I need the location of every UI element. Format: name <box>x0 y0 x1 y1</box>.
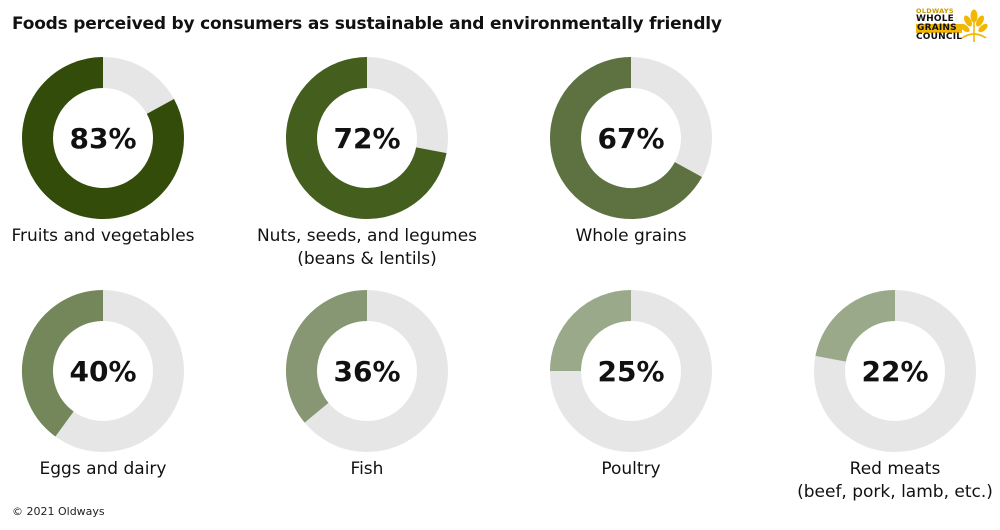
category-label-line: Fruits and vegetables <box>11 226 195 246</box>
donut-arc-whole-grains <box>550 57 702 219</box>
donut-fruits-and-vegetables: 83% <box>22 57 184 219</box>
wheat-icon <box>960 9 988 42</box>
donut-arc-nuts-seeds-and-legumes <box>286 57 447 219</box>
category-label-line: Nuts, seeds, and legumes <box>256 226 478 246</box>
category-label-nuts-seeds-and-legumes: Nuts, seeds, and legumes (beans & lentils… <box>247 225 487 271</box>
value-label-nuts-seeds-and-legumes: 72% <box>333 122 400 155</box>
donut-whole-grains: 67% <box>550 57 712 219</box>
donut-arc-red-meats <box>815 290 896 363</box>
category-label-fruits-and-vegetables: Fruits and vegetables <box>0 225 223 248</box>
copyright-credit: © 2021 Oldways <box>12 505 105 518</box>
category-label-whole-grains: Whole grains <box>511 225 751 248</box>
value-label-poultry: 25% <box>597 355 664 388</box>
oldways-logo: OLDWAYS WHOLE GRAINS COUNCIL <box>914 6 994 46</box>
donut-red-meats: 22% <box>814 290 976 452</box>
category-label-line: (beans & lentils) <box>297 249 437 269</box>
value-label-fruits-and-vegetables: 83% <box>69 122 136 155</box>
category-label-line: Poultry <box>601 459 661 479</box>
category-label-line: Red meats <box>849 459 941 479</box>
chart-title: Foods perceived by consumers as sustaina… <box>12 14 722 34</box>
category-label-eggs-and-dairy: Eggs and dairy <box>0 458 223 481</box>
value-label-eggs-and-dairy: 40% <box>69 355 136 388</box>
value-label-red-meats: 22% <box>861 355 928 388</box>
logo-line-oldways: OLDWAYS <box>916 7 954 15</box>
donut-arc-fish <box>286 290 368 423</box>
category-label-line: (beef, pork, lamb, etc.) <box>797 482 993 502</box>
category-label-line: Whole grains <box>575 226 687 246</box>
donut-poultry: 25% <box>550 290 712 452</box>
category-label-red-meats: Red meats (beef, pork, lamb, etc.) <box>775 458 1000 504</box>
donut-nuts-seeds-and-legumes: 72% <box>286 57 448 219</box>
category-label-poultry: Poultry <box>511 458 751 481</box>
category-label-line: Fish <box>350 459 384 479</box>
value-label-whole-grains: 67% <box>597 122 664 155</box>
donut-arc-poultry <box>550 290 632 372</box>
donut-arc-fruits-and-vegetables <box>22 57 184 219</box>
logo-line-council: COUNCIL <box>916 31 963 42</box>
category-label-line: Eggs and dairy <box>39 459 167 479</box>
donut-chart-grid: 83% 72% 67% 40% 36% 25% 22% <box>22 57 976 452</box>
donut-eggs-and-dairy: 40% <box>22 290 184 452</box>
logo-line-whole: WHOLE <box>916 13 954 24</box>
value-label-fish: 36% <box>333 355 400 388</box>
donut-fish: 36% <box>286 290 448 452</box>
logo-wordmark: OLDWAYS WHOLE GRAINS COUNCIL <box>916 7 963 42</box>
category-label-fish: Fish <box>247 458 487 481</box>
donut-arc-eggs-and-dairy <box>22 290 104 437</box>
logo-line-grains: GRAINS <box>916 23 963 33</box>
